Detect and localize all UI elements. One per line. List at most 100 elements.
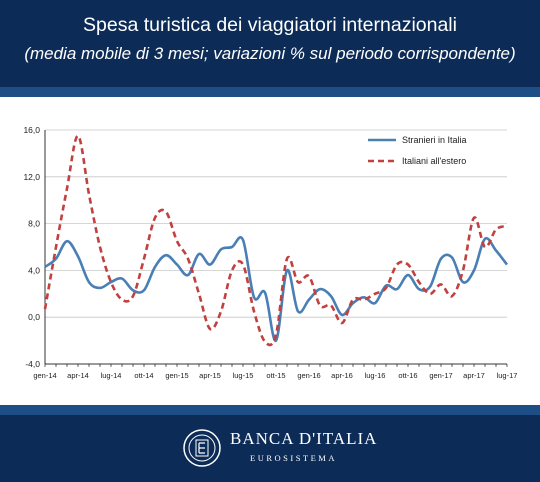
data-point — [153, 216, 156, 219]
data-point — [395, 288, 398, 291]
data-point — [120, 277, 123, 280]
data-point — [505, 224, 508, 227]
x-tick-label: gen-14 — [33, 371, 56, 380]
data-point — [296, 310, 299, 313]
data-point — [43, 307, 46, 310]
data-point — [109, 281, 112, 284]
y-tick-label: 16,0 — [23, 125, 40, 135]
data-point — [87, 281, 90, 284]
data-point — [461, 281, 464, 284]
data-point — [307, 275, 310, 278]
data-point — [428, 285, 431, 288]
y-tick-label: 0,0 — [28, 312, 40, 322]
data-point — [351, 298, 354, 301]
data-point — [43, 265, 46, 268]
x-tick-label: lug-14 — [101, 371, 122, 380]
data-point — [373, 292, 376, 295]
data-point — [472, 269, 475, 272]
data-point — [483, 245, 486, 248]
data-point — [340, 321, 343, 324]
data-point — [417, 281, 420, 284]
series-line-italiani-all-estero — [43, 134, 508, 347]
x-tick-label: gen-15 — [165, 371, 188, 380]
data-point — [186, 257, 189, 260]
x-tick-label: apr-15 — [199, 371, 221, 380]
data-point — [505, 263, 508, 266]
data-point — [65, 240, 68, 243]
x-tick-label: apr-14 — [67, 371, 89, 380]
x-tick-label: gen-16 — [297, 371, 320, 380]
data-point — [142, 289, 145, 292]
x-tick-label: gen-17 — [429, 371, 452, 380]
data-point — [153, 265, 156, 268]
data-point — [296, 281, 299, 284]
x-tick-label: ott-14 — [134, 371, 153, 380]
line-chart: -4,0 0,0 4,0 8,0 12,0 16,0 gen-14 apr-14 lug-14 o… — [23, 125, 517, 380]
y-tick-label: 12,0 — [23, 172, 40, 182]
footer-banner: BANCA D'ITALIA EUROSISTEMA — [0, 415, 540, 482]
data-point — [439, 283, 442, 286]
data-point — [461, 269, 464, 272]
data-point — [307, 298, 310, 301]
y-tick-label: 4,0 — [28, 265, 40, 275]
data-point — [417, 288, 420, 291]
footer-divider — [0, 405, 540, 415]
y-tick-label: -4,0 — [25, 359, 40, 369]
data-point — [373, 302, 376, 305]
data-point — [76, 255, 79, 258]
x-tick-label: apr-17 — [463, 371, 485, 380]
brand-subtitle: EUROSISTEMA — [250, 453, 338, 463]
data-point — [120, 298, 123, 301]
data-point — [472, 216, 475, 219]
header-divider — [0, 87, 540, 97]
data-point — [241, 238, 244, 241]
x-tick-label: lug-16 — [365, 371, 386, 380]
x-tick-label: ott-16 — [398, 371, 417, 380]
data-point — [329, 295, 332, 298]
data-point — [263, 291, 266, 294]
data-point — [175, 263, 178, 266]
legend-label: Stranieri in Italia — [402, 135, 467, 145]
data-point — [98, 245, 101, 248]
data-point — [65, 187, 68, 190]
data-point — [263, 340, 266, 343]
data-point — [54, 245, 57, 248]
data-point — [494, 228, 497, 231]
data-point — [230, 269, 233, 272]
data-point — [274, 333, 277, 336]
data-point — [384, 286, 387, 289]
series-line-stranieri-in-italia — [44, 236, 509, 342]
legend-label: Italiani all'estero — [402, 156, 466, 166]
data-point — [131, 295, 134, 298]
data-point — [494, 249, 497, 252]
data-point — [197, 292, 200, 295]
data-point — [208, 327, 211, 330]
data-point — [131, 289, 134, 292]
bank-seal-icon — [183, 429, 221, 467]
data-point — [175, 240, 178, 243]
data-point — [318, 288, 321, 291]
data-point — [197, 252, 200, 255]
data-point — [450, 295, 453, 298]
data-point — [98, 286, 101, 289]
data-point — [395, 263, 398, 266]
page-subtitle: (media mobile di 3 mesi; variazioni % su… — [24, 44, 516, 63]
data-point — [219, 310, 222, 313]
data-point — [142, 257, 145, 260]
header-banner: Spesa turistica dei viaggiatori internaz… — [0, 0, 540, 87]
x-tick-label: lug-15 — [233, 371, 254, 380]
data-point — [87, 193, 90, 196]
x-tick-label: apr-16 — [331, 371, 353, 380]
data-point — [252, 310, 255, 313]
chart-area: -4,0 0,0 4,0 8,0 12,0 16,0 gen-14 apr-14 lug-14 o… — [0, 97, 540, 405]
data-point — [450, 256, 453, 259]
data-point — [362, 298, 365, 301]
data-point — [340, 313, 343, 316]
data-point — [252, 296, 255, 299]
x-tick-label: ott-15 — [266, 371, 285, 380]
data-point — [164, 254, 167, 257]
data-point — [329, 304, 332, 307]
data-point — [164, 210, 167, 213]
data-point — [208, 263, 211, 266]
data-point — [318, 304, 321, 307]
